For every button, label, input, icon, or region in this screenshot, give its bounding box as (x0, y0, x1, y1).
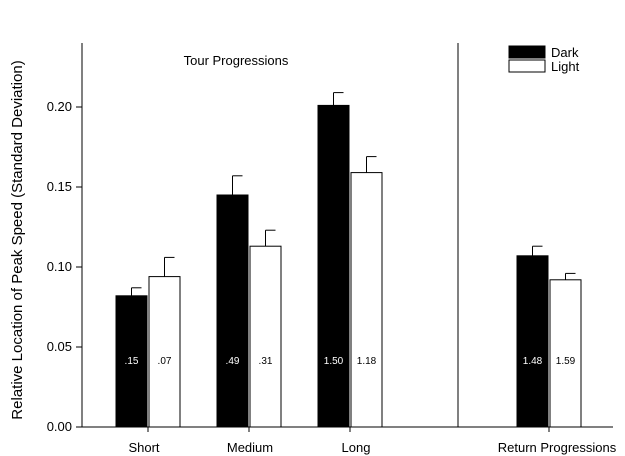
axes: 0.00 0.05 0.10 0.15 0.20 Short Medium Long Retur… (47, 43, 617, 455)
bar-data-label: .31 (259, 356, 273, 367)
bar-dark (317, 104, 350, 428)
x-tick-label: Return Progressions (498, 440, 617, 455)
bar-data-label: 1.59 (556, 356, 576, 367)
y-tick-label: 0.15 (47, 179, 72, 194)
bar-data-label: 1.48 (523, 356, 543, 367)
bar-dark (115, 295, 148, 428)
x-tick-label: Medium (227, 440, 273, 455)
bar-light (549, 279, 582, 428)
legend-swatch-light (508, 59, 546, 73)
tour-progressions-annotation: Tour Progressions (184, 53, 289, 68)
legend-label-light: Light (551, 59, 580, 74)
bar-dark (516, 255, 549, 428)
bar-data-label: .07 (158, 356, 172, 367)
bar-data-label: .15 (125, 356, 139, 367)
y-tick-label: 0.20 (47, 99, 72, 114)
legend-label-dark: Dark (551, 45, 579, 60)
bar-dark (216, 194, 249, 428)
y-tick-label: 0.00 (47, 419, 72, 434)
bar-light (148, 276, 181, 428)
bar-light (249, 245, 282, 428)
x-tick-label: Long (342, 440, 371, 455)
y-tick-label: 0.05 (47, 339, 72, 354)
x-tick-label: Short (128, 440, 159, 455)
y-axis-label: Relative Location of Peak Speed (Standar… (9, 60, 26, 419)
bar-data-label: .49 (226, 356, 240, 367)
bar-data-label: 1.18 (357, 356, 377, 367)
bars: .15 .07 .49 .31 1.50 1.18 1.48 1.59 (115, 92, 582, 428)
legend-swatch-dark (508, 45, 546, 59)
y-tick-label: 0.10 (47, 259, 72, 274)
bar-data-label: 1.50 (324, 356, 344, 367)
bar-light (350, 172, 383, 428)
